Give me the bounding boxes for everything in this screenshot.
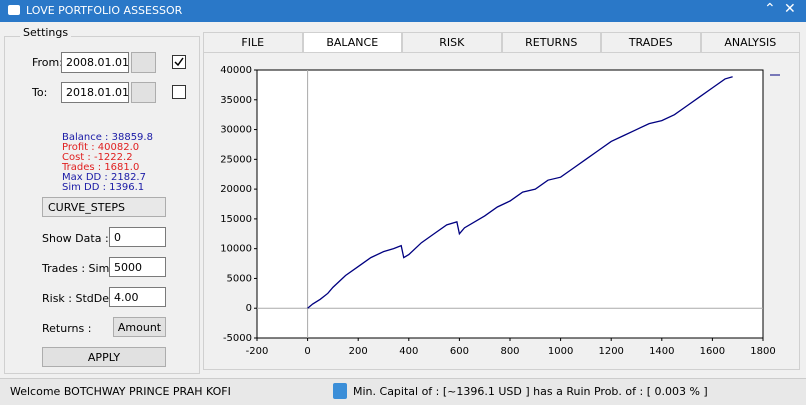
mode-dropdown[interactable]: CURVE_STEPS (42, 197, 166, 217)
x-tick-label: 400 (399, 346, 418, 357)
window-title: LOVE PORTFOLIO ASSESSOR (26, 4, 183, 17)
x-tick-label: 1600 (700, 346, 725, 357)
from-checkbox[interactable] (172, 55, 186, 69)
x-tick-label: 1200 (598, 346, 623, 357)
tab[interactable]: RISK (402, 32, 502, 53)
stat-line: Cost : -1222.2 (62, 152, 133, 163)
y-tick-label: 10000 (220, 244, 252, 255)
x-tick-label: 1400 (649, 346, 674, 357)
stat-line: Max DD : 2182.7 (62, 172, 146, 183)
show-data-label: Show Data : (42, 232, 109, 245)
settings-title: Settings (20, 26, 72, 39)
plot-area (256, 69, 764, 339)
title-bar: LOVE PORTFOLIO ASSESSOR ⌃ ✕ (0, 0, 806, 22)
collapse-button[interactable]: ⌃ (764, 1, 776, 17)
x-tick-label: -200 (246, 346, 269, 357)
tab[interactable]: ANALYSIS (700, 32, 800, 53)
status-bar: Welcome BOTCHWAY PRINCE PRAH KOFI Min. C… (0, 378, 806, 405)
to-date[interactable]: 2018.01.01 (61, 82, 129, 103)
stat-line: Sim DD : 1396.1 (62, 182, 145, 193)
from-label: From: (32, 56, 63, 69)
status-message: Min. Capital of : [~1396.1 USD ] has a R… (353, 385, 708, 398)
trades-label: Trades : Sim (42, 262, 110, 275)
from-calendar[interactable] (131, 52, 156, 73)
tab[interactable]: TRADES (601, 32, 701, 53)
tab[interactable]: FILE (203, 32, 303, 53)
y-tick-label: 25000 (220, 154, 252, 165)
returns-dropdown[interactable]: Amount (113, 317, 166, 337)
stat-line: Balance : 38859.8 (62, 132, 153, 143)
x-tick-label: 1000 (548, 346, 573, 357)
y-tick-label: 30000 (220, 125, 252, 136)
to-calendar[interactable] (131, 82, 156, 103)
stats: Balance : 38859.8 Profit : 40082.0 Cost : … (62, 133, 153, 193)
to-checkbox[interactable] (172, 85, 186, 99)
welcome-text: Welcome BOTCHWAY PRINCE PRAH KOFI (10, 385, 231, 398)
chart: -500005000100001500020000250003000035000… (220, 65, 780, 357)
tab[interactable]: BALANCE (302, 32, 402, 53)
y-tick-label: 5000 (227, 273, 252, 284)
balance-line (307, 76, 733, 309)
x-tick-label: 1800 (750, 346, 775, 357)
apply-button[interactable]: APPLY (42, 347, 166, 367)
trades-input[interactable]: 5000 (109, 257, 166, 277)
y-tick-label: 0 (246, 303, 252, 314)
x-tick-label: 800 (500, 346, 519, 357)
risk-label: Risk : StdDev (42, 292, 116, 305)
show-data-input[interactable]: 0 (109, 227, 166, 247)
app-icon (8, 5, 20, 15)
y-tick-label: 40000 (220, 65, 252, 76)
status-icon (333, 383, 347, 399)
x-tick-label: 0 (304, 346, 310, 357)
risk-input[interactable]: 4.00 (109, 287, 166, 307)
stat-line: Trades : 1681.0 (62, 162, 140, 173)
x-tick-label: 200 (349, 346, 368, 357)
returns-label: Returns : (42, 322, 92, 335)
chart-panel (203, 52, 800, 370)
y-tick-label: -5000 (223, 333, 252, 344)
stat-line: Profit : 40082.0 (62, 142, 140, 153)
y-tick-label: 15000 (220, 214, 252, 225)
check-mark (174, 57, 184, 67)
settings-group (4, 36, 200, 374)
x-tick-label: 600 (450, 346, 469, 357)
tab[interactable]: RETURNS (501, 32, 601, 53)
close-button[interactable]: ✕ (784, 1, 796, 17)
to-label: To: (32, 86, 48, 99)
y-tick-label: 35000 (220, 95, 252, 106)
from-date[interactable]: 2008.01.01 (61, 52, 129, 73)
y-tick-label: 20000 (220, 184, 252, 195)
